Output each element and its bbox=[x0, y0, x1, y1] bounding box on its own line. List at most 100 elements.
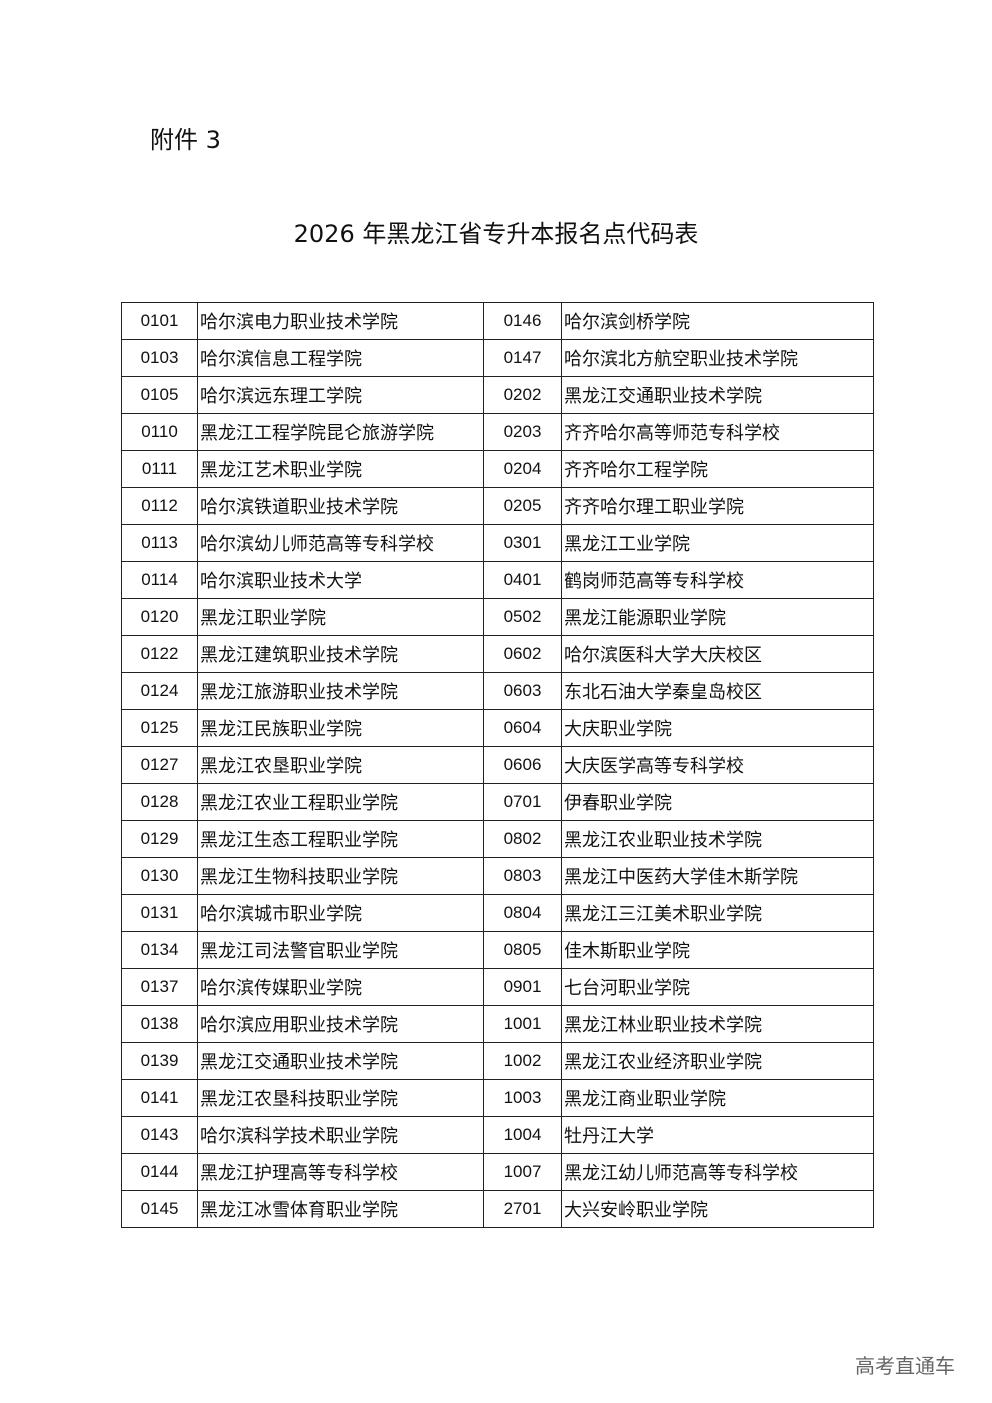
registration-code: 0101 bbox=[121, 302, 198, 340]
school-name: 哈尔滨铁道职业技术学院 bbox=[197, 487, 484, 525]
school-name: 齐齐哈尔理工职业学院 bbox=[561, 487, 874, 525]
school-name: 黑龙江旅游职业技术学院 bbox=[197, 672, 484, 710]
code-table: 0101 哈尔滨电力职业技术学院 0146 哈尔滨剑桥学院 0103 哈尔滨信息工程学院 0… bbox=[121, 302, 874, 1228]
school-name: 黑龙江农垦科技职业学院 bbox=[197, 1079, 484, 1117]
school-name: 黑龙江能源职业学院 bbox=[561, 598, 874, 636]
registration-code: 0120 bbox=[121, 598, 198, 636]
school-name: 黑龙江幼儿师范高等专科学校 bbox=[561, 1153, 874, 1191]
registration-code: 0111 bbox=[121, 450, 198, 488]
table-row: 0144 黑龙江护理高等专科学校 1007 黑龙江幼儿师范高等专科学校 bbox=[121, 1153, 874, 1191]
school-name: 哈尔滨应用职业技术学院 bbox=[197, 1005, 484, 1043]
registration-code: 0805 bbox=[483, 931, 562, 969]
school-name: 大兴安岭职业学院 bbox=[561, 1190, 874, 1228]
registration-code: 0802 bbox=[483, 820, 562, 858]
registration-code: 0901 bbox=[483, 968, 562, 1006]
table-row: 0122 黑龙江建筑职业技术学院 0602 哈尔滨医科大学大庆校区 bbox=[121, 635, 874, 673]
registration-code: 0129 bbox=[121, 820, 198, 858]
table-row: 0101 哈尔滨电力职业技术学院 0146 哈尔滨剑桥学院 bbox=[121, 302, 874, 340]
school-name: 黑龙江中医药大学佳木斯学院 bbox=[561, 857, 874, 895]
registration-code: 0139 bbox=[121, 1042, 198, 1080]
school-name: 鹤岗师范高等专科学校 bbox=[561, 561, 874, 599]
registration-code: 0145 bbox=[121, 1190, 198, 1228]
school-name: 哈尔滨北方航空职业技术学院 bbox=[561, 339, 874, 377]
registration-code: 0205 bbox=[483, 487, 562, 525]
school-name: 黑龙江民族职业学院 bbox=[197, 709, 484, 747]
registration-code: 0124 bbox=[121, 672, 198, 710]
school-name: 大庆职业学院 bbox=[561, 709, 874, 747]
school-name: 黑龙江农垦职业学院 bbox=[197, 746, 484, 784]
table-row: 0124 黑龙江旅游职业技术学院 0603 东北石油大学秦皇岛校区 bbox=[121, 672, 874, 710]
registration-code: 1004 bbox=[483, 1116, 562, 1154]
registration-code: 0602 bbox=[483, 635, 562, 673]
school-name: 东北石油大学秦皇岛校区 bbox=[561, 672, 874, 710]
school-name: 黑龙江农业工程职业学院 bbox=[197, 783, 484, 821]
school-name: 黑龙江农业经济职业学院 bbox=[561, 1042, 874, 1080]
school-name: 佳木斯职业学院 bbox=[561, 931, 874, 969]
table-row: 0139 黑龙江交通职业技术学院 1002 黑龙江农业经济职业学院 bbox=[121, 1042, 874, 1080]
page-title: 2026 年黑龙江省专升本报名点代码表 bbox=[293, 220, 699, 248]
school-name: 黑龙江职业学院 bbox=[197, 598, 484, 636]
school-name: 黑龙江护理高等专科学校 bbox=[197, 1153, 484, 1191]
registration-code: 0603 bbox=[483, 672, 562, 710]
school-name: 大庆医学高等专科学校 bbox=[561, 746, 874, 784]
school-name: 哈尔滨传媒职业学院 bbox=[197, 968, 484, 1006]
registration-code: 0803 bbox=[483, 857, 562, 895]
table-row: 0134 黑龙江司法警官职业学院 0805 佳木斯职业学院 bbox=[121, 931, 874, 969]
registration-code: 1007 bbox=[483, 1153, 562, 1191]
table-row: 0127 黑龙江农垦职业学院 0606 大庆医学高等专科学校 bbox=[121, 746, 874, 784]
registration-code: 0401 bbox=[483, 561, 562, 599]
registration-code: 0130 bbox=[121, 857, 198, 895]
table-row: 0120 黑龙江职业学院 0502 黑龙江能源职业学院 bbox=[121, 598, 874, 636]
school-name: 黑龙江交通职业技术学院 bbox=[561, 376, 874, 414]
registration-code: 0114 bbox=[121, 561, 198, 599]
school-name: 哈尔滨职业技术大学 bbox=[197, 561, 484, 599]
table-row: 0130 黑龙江生物科技职业学院 0803 黑龙江中医药大学佳木斯学院 bbox=[121, 857, 874, 895]
school-name: 黑龙江司法警官职业学院 bbox=[197, 931, 484, 969]
school-name: 黑龙江生态工程职业学院 bbox=[197, 820, 484, 858]
registration-code: 2701 bbox=[483, 1190, 562, 1228]
school-name: 黑龙江建筑职业技术学院 bbox=[197, 635, 484, 673]
registration-code: 0144 bbox=[121, 1153, 198, 1191]
registration-code: 0137 bbox=[121, 968, 198, 1006]
registration-code: 0141 bbox=[121, 1079, 198, 1117]
school-name: 哈尔滨剑桥学院 bbox=[561, 302, 874, 340]
school-name: 黑龙江三江美术职业学院 bbox=[561, 894, 874, 932]
school-name: 黑龙江工程学院昆仑旅游学院 bbox=[197, 413, 484, 451]
watermark: 高考直通车 bbox=[855, 1354, 955, 1378]
registration-code: 0112 bbox=[121, 487, 198, 525]
school-name: 哈尔滨幼儿师范高等专科学校 bbox=[197, 524, 484, 562]
school-name: 哈尔滨远东理工学院 bbox=[197, 376, 484, 414]
registration-code: 0804 bbox=[483, 894, 562, 932]
registration-code: 0128 bbox=[121, 783, 198, 821]
school-name: 哈尔滨医科大学大庆校区 bbox=[561, 635, 874, 673]
registration-code: 0604 bbox=[483, 709, 562, 747]
school-name: 黑龙江交通职业技术学院 bbox=[197, 1042, 484, 1080]
table-row: 0105 哈尔滨远东理工学院 0202 黑龙江交通职业技术学院 bbox=[121, 376, 874, 414]
registration-code: 0202 bbox=[483, 376, 562, 414]
school-name: 七台河职业学院 bbox=[561, 968, 874, 1006]
school-name: 黑龙江商业职业学院 bbox=[561, 1079, 874, 1117]
table-row: 0110 黑龙江工程学院昆仑旅游学院 0203 齐齐哈尔高等师范专科学校 bbox=[121, 413, 874, 451]
school-name: 黑龙江艺术职业学院 bbox=[197, 450, 484, 488]
school-name: 齐齐哈尔工程学院 bbox=[561, 450, 874, 488]
school-name: 黑龙江生物科技职业学院 bbox=[197, 857, 484, 895]
table-row: 0113 哈尔滨幼儿师范高等专科学校 0301 黑龙江工业学院 bbox=[121, 524, 874, 562]
registration-code: 0131 bbox=[121, 894, 198, 932]
registration-code: 1001 bbox=[483, 1005, 562, 1043]
registration-code: 0606 bbox=[483, 746, 562, 784]
table-row: 0131 哈尔滨城市职业学院 0804 黑龙江三江美术职业学院 bbox=[121, 894, 874, 932]
school-name: 哈尔滨城市职业学院 bbox=[197, 894, 484, 932]
table-row: 0112 哈尔滨铁道职业技术学院 0205 齐齐哈尔理工职业学院 bbox=[121, 487, 874, 525]
school-name: 黑龙江林业职业技术学院 bbox=[561, 1005, 874, 1043]
school-name: 哈尔滨电力职业技术学院 bbox=[197, 302, 484, 340]
school-name: 黑龙江冰雪体育职业学院 bbox=[197, 1190, 484, 1228]
registration-code: 0502 bbox=[483, 598, 562, 636]
school-name: 黑龙江工业学院 bbox=[561, 524, 874, 562]
school-name: 哈尔滨科学技术职业学院 bbox=[197, 1116, 484, 1154]
table-row: 0111 黑龙江艺术职业学院 0204 齐齐哈尔工程学院 bbox=[121, 450, 874, 488]
table-row: 0114 哈尔滨职业技术大学 0401 鹤岗师范高等专科学校 bbox=[121, 561, 874, 599]
registration-code: 1002 bbox=[483, 1042, 562, 1080]
registration-code: 0143 bbox=[121, 1116, 198, 1154]
table-row: 0141 黑龙江农垦科技职业学院 1003 黑龙江商业职业学院 bbox=[121, 1079, 874, 1117]
registration-code: 0122 bbox=[121, 635, 198, 673]
